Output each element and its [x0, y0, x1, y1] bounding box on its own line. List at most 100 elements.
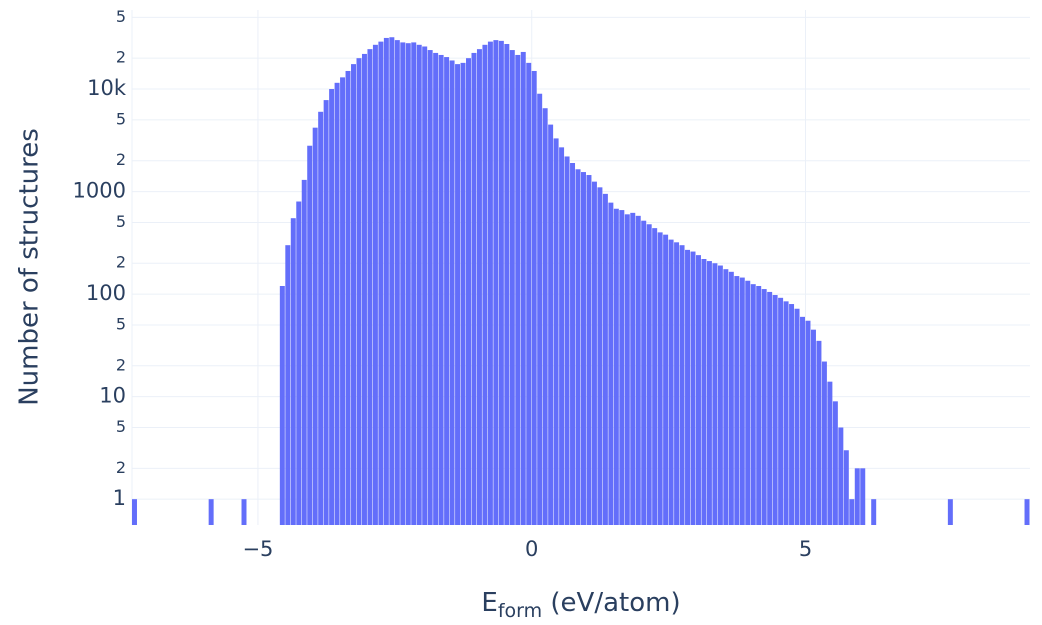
bar — [559, 147, 565, 525]
y-tick-label: 10 — [99, 384, 126, 408]
bar — [378, 41, 384, 525]
bar — [537, 93, 543, 526]
bar — [329, 89, 335, 525]
y-tick-label: 5 — [116, 417, 126, 436]
y-tick-label: 2 — [116, 355, 126, 374]
bar — [608, 202, 614, 525]
y-tick-label: 2 — [116, 48, 126, 67]
bar — [400, 42, 406, 526]
bar — [487, 41, 493, 525]
bar — [372, 44, 378, 525]
x-tick-label: 0 — [525, 537, 538, 561]
bar — [433, 52, 439, 525]
y-tick-label: 10k — [87, 76, 127, 100]
bar — [515, 54, 521, 526]
bar — [772, 295, 778, 525]
bar — [630, 212, 636, 525]
bar — [493, 40, 499, 526]
bar — [854, 468, 860, 525]
y-tick-label: 2 — [116, 150, 126, 169]
bar — [860, 468, 866, 525]
bar — [871, 499, 877, 525]
bar — [520, 51, 526, 525]
bar — [422, 46, 428, 525]
bar — [613, 208, 619, 525]
bar — [761, 289, 767, 525]
bar — [285, 245, 291, 525]
x-tick-label: 5 — [799, 537, 812, 561]
bar — [783, 301, 789, 525]
bar — [674, 242, 680, 525]
bar — [695, 255, 701, 526]
bar — [581, 172, 586, 525]
y-tick-label: 2 — [116, 253, 126, 272]
bar — [767, 291, 773, 525]
bar — [340, 77, 346, 526]
bar — [745, 280, 751, 525]
bar — [323, 100, 329, 526]
bar — [132, 499, 137, 525]
bar — [290, 218, 296, 525]
y-tick-label: 5 — [116, 7, 126, 26]
bar — [531, 70, 537, 525]
bar — [832, 401, 838, 525]
bar — [717, 265, 723, 525]
bar — [383, 37, 389, 525]
bar — [548, 124, 554, 526]
y-axis-title: Number of structures — [15, 128, 45, 406]
bar — [509, 50, 515, 525]
bar — [838, 427, 844, 525]
bar — [526, 62, 532, 526]
bar — [739, 277, 745, 525]
bar — [706, 261, 712, 525]
bar — [345, 70, 351, 525]
bar — [471, 52, 477, 525]
bar — [821, 361, 827, 525]
bar — [800, 316, 805, 525]
bar — [416, 44, 422, 525]
bar — [947, 499, 953, 525]
bar — [438, 54, 444, 526]
y-tick-label: 5 — [116, 109, 126, 128]
bar — [641, 220, 647, 525]
bar — [685, 249, 691, 526]
bar — [849, 499, 855, 525]
bar — [690, 251, 696, 526]
bar — [553, 138, 559, 526]
bar — [734, 276, 740, 525]
bar — [619, 210, 625, 525]
bar — [701, 258, 707, 525]
bar — [351, 64, 356, 526]
bar — [356, 58, 362, 525]
bar — [334, 82, 340, 525]
y-tick-label: 5 — [116, 314, 126, 333]
bar — [657, 232, 663, 526]
bar — [427, 50, 433, 525]
bar — [301, 179, 307, 525]
bar — [208, 499, 214, 525]
bar — [586, 175, 592, 525]
bar — [816, 340, 822, 525]
bar — [652, 228, 658, 526]
bar — [794, 308, 800, 525]
y-tick-label: 5 — [116, 212, 126, 231]
bar — [405, 43, 411, 526]
bar — [827, 381, 833, 525]
bar — [482, 44, 488, 525]
bar — [570, 162, 576, 525]
bar — [318, 111, 324, 525]
bar — [394, 40, 400, 526]
bar — [778, 297, 784, 525]
bar — [542, 108, 548, 525]
bar — [750, 284, 756, 525]
x-tick-label: −5 — [242, 537, 273, 561]
bar — [756, 285, 762, 525]
bar — [241, 499, 247, 525]
bar — [1024, 499, 1030, 525]
bar — [389, 37, 395, 525]
x-axis-title: Eform (eV/atom) — [481, 588, 680, 622]
bar — [279, 285, 285, 525]
bar — [312, 127, 318, 525]
bar — [728, 271, 734, 525]
